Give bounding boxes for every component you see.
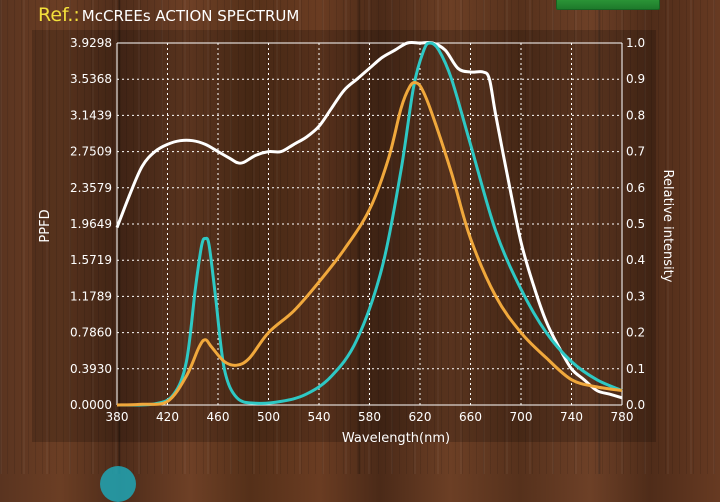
wood-planks xyxy=(0,0,720,474)
left-tick-label: 3.5368 xyxy=(70,72,112,86)
x-tick-label: 460 xyxy=(207,410,230,424)
x-tick-label: 420 xyxy=(156,410,179,424)
x-tick-label: 660 xyxy=(459,410,482,424)
left-tick-label: 1.5719 xyxy=(70,253,112,267)
right-tick-label: 0.2 xyxy=(626,326,645,340)
x-tick-label: 580 xyxy=(358,410,381,424)
x-axis-title: Wavelength(nm) xyxy=(342,431,450,446)
right-tick-label: 0.4 xyxy=(626,253,645,267)
wood-texture xyxy=(0,0,720,474)
green-button[interactable] xyxy=(556,0,660,10)
chart-title: McCREEs ACTION SPECTRUM xyxy=(81,7,300,25)
chart-panel xyxy=(32,30,656,442)
x-tick-label: 740 xyxy=(560,410,583,424)
left-axis-title: PPFD xyxy=(38,209,53,242)
teal-round-button[interactable] xyxy=(100,466,136,502)
left-tick-label: 3.1439 xyxy=(70,108,112,122)
left-tick-label: 2.7509 xyxy=(70,145,112,159)
x-tick-label: 380 xyxy=(106,410,129,424)
left-tick-label: 1.9649 xyxy=(70,217,112,231)
chart-title-row: Ref.: McCREEs ACTION SPECTRUM xyxy=(38,4,299,26)
left-tick-label: 3.9298 xyxy=(70,36,112,50)
right-tick-label: 0.8 xyxy=(626,108,645,122)
ref-label: Ref.: xyxy=(38,4,80,26)
right-tick-label: 0.7 xyxy=(626,145,645,159)
left-tick-label: 0.7860 xyxy=(70,326,112,340)
left-tick-label: 0.3930 xyxy=(70,362,112,376)
right-tick-label: 0.9 xyxy=(626,72,645,86)
orange-series-line xyxy=(116,81,623,407)
tick-labels: 380 420 460 500 540 580 620 660 700 740 780 0.0000 0… xyxy=(70,36,645,424)
left-tick-label: 2.3579 xyxy=(70,181,112,195)
teal-series-line xyxy=(116,41,623,407)
right-tick-label: 0.0 xyxy=(626,398,645,412)
left-tick-label: 1.1789 xyxy=(70,289,112,303)
x-tick-label: 540 xyxy=(308,410,331,424)
x-tick-label: 620 xyxy=(409,410,432,424)
x-tick-label: 700 xyxy=(510,410,533,424)
right-axis-title: Relative intensity xyxy=(660,170,675,283)
grid xyxy=(116,42,623,406)
series-lines xyxy=(115,40,623,407)
right-tick-label: 0.3 xyxy=(626,289,645,303)
left-tick-label: 0.0000 xyxy=(70,398,112,412)
right-tick-label: 0.6 xyxy=(626,181,645,195)
spectrum-chart: 380 420 460 500 540 580 620 660 700 740 780 0.0000 0… xyxy=(38,36,675,446)
right-tick-label: 0.5 xyxy=(626,217,645,231)
right-tick-label: 1.0 xyxy=(626,36,645,50)
x-tick-label: 500 xyxy=(257,410,280,424)
right-tick-label: 0.1 xyxy=(626,362,645,376)
x-tick-label: 780 xyxy=(611,410,634,424)
white-series-line xyxy=(115,40,623,400)
